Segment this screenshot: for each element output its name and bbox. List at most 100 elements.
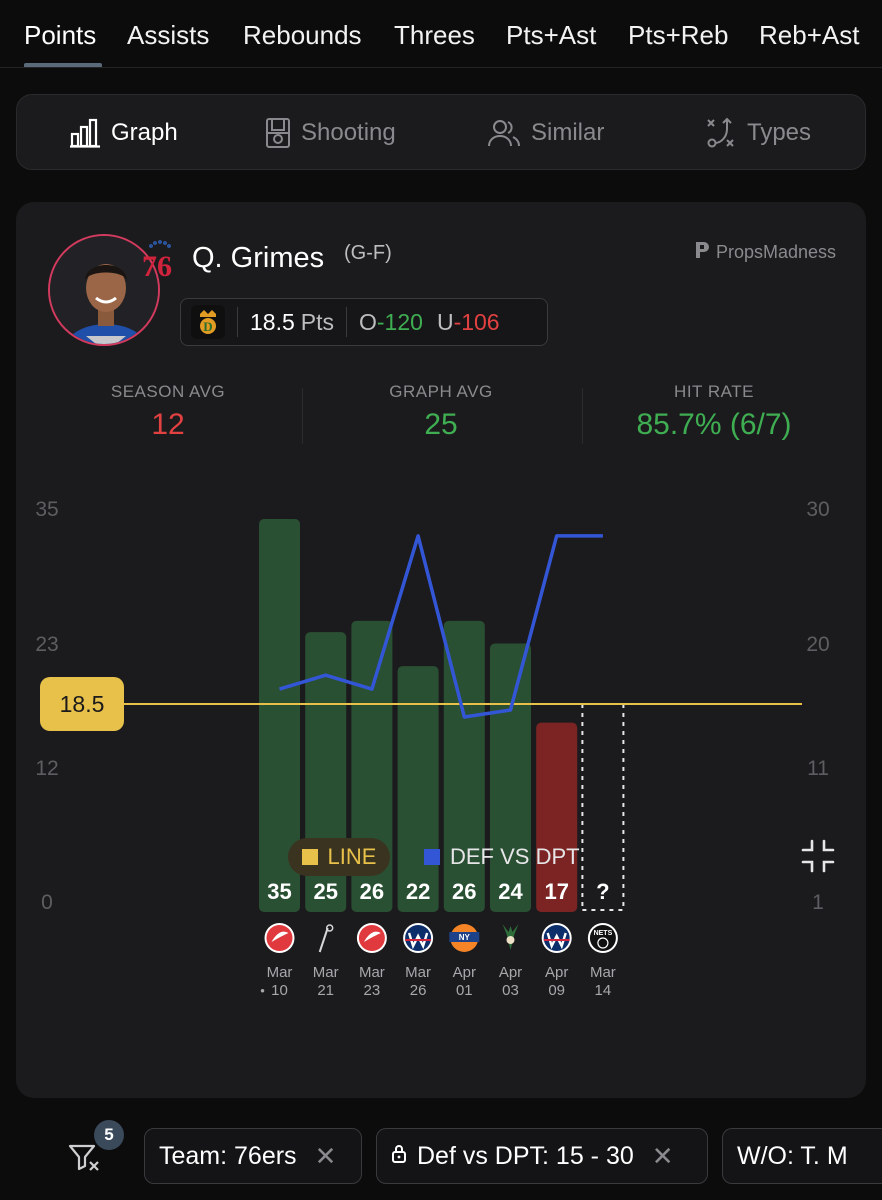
svg-text:NETS: NETS (594, 930, 613, 937)
right-axis-tick: 30 (806, 498, 829, 521)
tab-reb-ast[interactable]: Reb+Ast (759, 20, 860, 50)
filter-chip-label: Def vs DPT: 15 - 30 (417, 1141, 634, 1170)
season-avg-label: SEASON AVG (110, 382, 226, 401)
left-axis-tick: 0 (41, 891, 53, 914)
date-month-label: Apr (545, 964, 568, 981)
spurs-logo-icon (318, 924, 334, 953)
tab-shooting[interactable]: Shooting (265, 95, 396, 171)
date-month-label: Mar (359, 964, 385, 981)
date-month-label: Mar (267, 964, 293, 981)
filter-chip-without[interactable]: W/O: T. M (722, 1128, 882, 1184)
date-day-label: 03 (502, 982, 519, 999)
tab-rebounds[interactable]: Rebounds (243, 20, 362, 50)
filter-chip-team[interactable]: Team: 76ers ✕ (144, 1128, 362, 1184)
betting-line[interactable]: D 18.5 Pts O -120 U -106 (180, 298, 548, 346)
filter-count-badge: 5 (94, 1120, 124, 1150)
date-month-label: Mar (405, 964, 431, 981)
hawks-logo-icon (264, 923, 295, 953)
date-day-label: 23 (364, 982, 381, 999)
line-value: 18.5 (250, 308, 295, 335)
tab-points[interactable]: Points (24, 20, 97, 50)
prop-line-label: 18.5 (60, 691, 105, 717)
bar-chart-icon (69, 118, 101, 148)
right-axis-tick: 11 (807, 757, 829, 780)
divider (302, 388, 303, 444)
brand-logo-icon (694, 240, 710, 265)
date-month-label: Mar (313, 964, 339, 981)
knicks-logo-icon: NY (449, 924, 480, 952)
svg-text:D: D (203, 319, 212, 334)
tab-graph-label: Graph (111, 119, 178, 146)
date-day-label: 21 (317, 982, 334, 999)
filter-icon[interactable] (66, 1138, 106, 1178)
bar-value-label: 25 (313, 879, 337, 904)
season-avg: SEASON AVG 12 (28, 382, 308, 442)
tab-graph[interactable]: Graph (69, 95, 178, 171)
legend-def-label: DEF VS DPT (450, 844, 580, 869)
season-avg-value: 12 (151, 408, 185, 441)
team-logo-text: 76 (142, 250, 172, 280)
hit-rate-label: HIT RATE (674, 382, 754, 401)
bar-value-label: 17 (544, 879, 568, 904)
legend-def-vs-dpt[interactable]: DEF VS DPT (424, 838, 580, 876)
stats-row: SEASON AVG 12 GRAPH AVG 25 HIT RATE 85.7… (16, 382, 866, 452)
prop-line-badge (40, 677, 124, 731)
collapse-icon[interactable] (800, 838, 836, 874)
active-tab-indicator (24, 63, 102, 67)
lock-icon (391, 1142, 407, 1171)
divider (582, 388, 583, 444)
graph-avg-value: 25 (424, 408, 458, 441)
close-icon[interactable]: ✕ (314, 1140, 337, 1171)
def-vs-dpt-line (278, 534, 603, 719)
tab-assists[interactable]: Assists (127, 20, 210, 50)
nets-logo-icon: NETS (587, 923, 618, 953)
date-day-label: 09 (548, 982, 565, 999)
tab-similar-label: Similar (531, 119, 605, 146)
stat-tabs: Points Assists Rebounds Threes Pts+Ast P… (0, 0, 882, 68)
bar-value-label: 35 (267, 879, 291, 904)
left-axis-tick: 35 (35, 498, 58, 521)
line-unit: Pts (300, 308, 334, 335)
legend-line[interactable]: LINE (288, 838, 390, 876)
date-day-label: 10 (271, 982, 288, 999)
graph-avg: GRAPH AVG 25 (301, 382, 581, 442)
under-odds: -106 (453, 308, 500, 335)
bar-value-label: 22 (406, 879, 430, 904)
date-day-label: 01 (456, 982, 473, 999)
under-label: U (436, 308, 454, 335)
tab-types[interactable]: Types (705, 95, 811, 171)
current-date-dot: • (260, 983, 265, 998)
sportsbook-logo-icon: D (191, 305, 225, 339)
brand: PropsMadness (694, 240, 836, 265)
hit-rate-value: 85.7% (6/7) (636, 408, 792, 441)
bar (443, 620, 485, 912)
separator (237, 307, 238, 337)
tab-similar[interactable]: Similar (487, 95, 604, 171)
left-axis-tick: 12 (35, 757, 58, 780)
court-icon (265, 117, 291, 149)
bucks-logo-icon (502, 924, 519, 950)
tab-threes[interactable]: Threes (394, 20, 475, 50)
right-axis-tick: 20 (806, 633, 829, 656)
tab-pts-ast[interactable]: Pts+Ast (506, 20, 597, 50)
view-tabs: Graph Shooting Similar Types (16, 94, 866, 170)
team-logo: 76 (140, 236, 180, 283)
users-icon (487, 118, 521, 148)
bar (259, 519, 300, 912)
date-month-label: Mar (590, 964, 616, 981)
right-axis-tick: 1 (812, 891, 824, 914)
filter-chip-def-vs-dpt[interactable]: Def vs DPT: 15 - 30 ✕ (376, 1128, 708, 1184)
legend-line-label: LINE (327, 844, 377, 869)
play-diagram-icon (705, 117, 737, 149)
graph-avg-label: GRAPH AVG (389, 382, 493, 401)
line-swatch (301, 849, 318, 865)
player-name: Q. Grimes (192, 242, 325, 274)
hit-rate: HIT RATE 85.7% (6/7) (574, 382, 854, 442)
bar-value-label: 24 (498, 879, 523, 904)
over-odds: -120 (376, 308, 423, 335)
avatar (48, 234, 160, 346)
tab-pts-reb[interactable]: Pts+Reb (628, 20, 729, 50)
close-icon[interactable]: ✕ (651, 1140, 674, 1171)
date-month-label: Apr (453, 964, 476, 981)
